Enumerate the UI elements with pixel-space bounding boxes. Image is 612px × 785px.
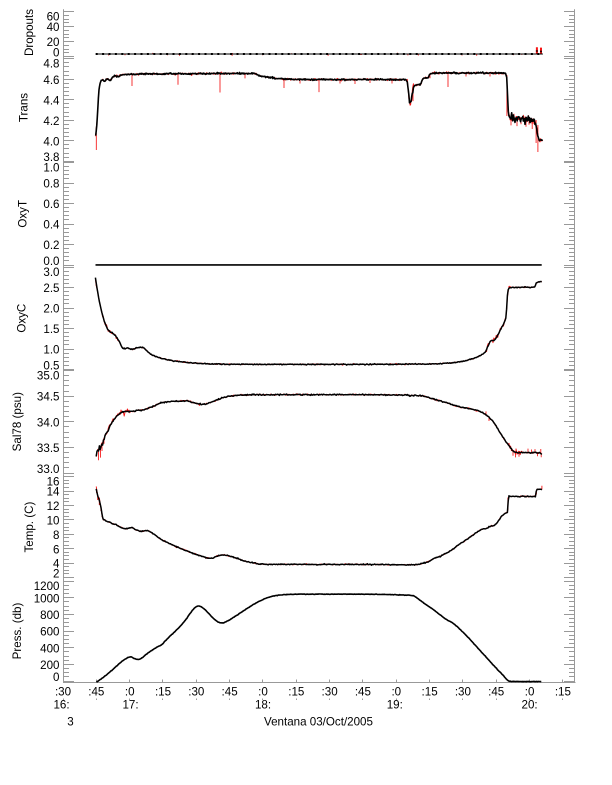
- svg-text::0: :0: [125, 686, 135, 699]
- svg-text:400: 400: [40, 642, 59, 655]
- svg-text::15: :15: [555, 686, 571, 699]
- svg-text:12: 12: [47, 500, 60, 513]
- svg-text:35.0: 35.0: [37, 369, 60, 382]
- svg-text:8: 8: [53, 529, 59, 542]
- svg-text::45: :45: [355, 686, 371, 699]
- svg-text:10: 10: [47, 515, 60, 528]
- svg-text:1000: 1000: [34, 592, 60, 605]
- svg-text:18:: 18:: [255, 699, 271, 712]
- svg-text:16:: 16:: [53, 699, 69, 712]
- svg-text::30: :30: [188, 686, 204, 699]
- svg-text:4: 4: [53, 558, 60, 571]
- svg-text:0: 0: [53, 671, 59, 684]
- svg-text:20:: 20:: [522, 699, 538, 712]
- svg-text:200: 200: [40, 659, 59, 672]
- svg-text:34.0: 34.0: [37, 416, 60, 429]
- svg-text:14: 14: [47, 486, 60, 499]
- svg-text::30: :30: [55, 686, 71, 699]
- svg-text:4.2: 4.2: [43, 115, 59, 128]
- svg-text:0.2: 0.2: [43, 239, 59, 252]
- svg-text::30: :30: [322, 686, 338, 699]
- svg-text:0.8: 0.8: [43, 178, 59, 191]
- svg-text:0.0: 0.0: [43, 255, 59, 268]
- svg-text::15: :15: [288, 686, 304, 699]
- svg-text:3.8: 3.8: [43, 151, 59, 164]
- svg-text:4.6: 4.6: [43, 74, 59, 87]
- svg-text:OxyC: OxyC: [16, 304, 29, 333]
- svg-text:34.5: 34.5: [37, 391, 60, 404]
- svg-text:40: 40: [47, 21, 60, 34]
- svg-text:4.8: 4.8: [43, 58, 59, 71]
- svg-text::0: :0: [391, 686, 401, 699]
- svg-text:6: 6: [53, 543, 59, 556]
- svg-text:1.0: 1.0: [43, 161, 59, 174]
- svg-text:1.0: 1.0: [43, 344, 59, 357]
- svg-text:4.0: 4.0: [43, 135, 59, 148]
- svg-text:2.0: 2.0: [43, 303, 59, 316]
- svg-text:Sal78 (psu): Sal78 (psu): [11, 392, 24, 451]
- svg-text:Trans: Trans: [18, 93, 31, 122]
- svg-text:600: 600: [40, 626, 59, 639]
- svg-text:1.5: 1.5: [43, 323, 59, 336]
- svg-text:16: 16: [47, 476, 60, 489]
- svg-text:0.5: 0.5: [43, 359, 59, 372]
- svg-text::15: :15: [422, 686, 438, 699]
- svg-text::0: :0: [258, 686, 268, 699]
- svg-text:0.6: 0.6: [43, 198, 59, 211]
- svg-text:0: 0: [53, 46, 59, 59]
- svg-text::45: :45: [222, 686, 238, 699]
- svg-text::45: :45: [88, 686, 104, 699]
- svg-text::45: :45: [488, 686, 504, 699]
- svg-text:Temp. (C): Temp. (C): [23, 502, 36, 553]
- svg-text:OxyT: OxyT: [17, 200, 30, 228]
- svg-text:1200: 1200: [34, 580, 60, 593]
- svg-text:19:: 19:: [387, 699, 403, 712]
- svg-text:800: 800: [40, 609, 59, 622]
- svg-text:33.0: 33.0: [37, 463, 60, 476]
- svg-text:3: 3: [67, 716, 73, 729]
- svg-text:4.4: 4.4: [43, 94, 60, 107]
- svg-text:2: 2: [53, 567, 59, 580]
- svg-text::0: :0: [525, 686, 535, 699]
- svg-text::15: :15: [155, 686, 171, 699]
- svg-text:3.0: 3.0: [43, 266, 59, 279]
- svg-text:17:: 17:: [122, 699, 138, 712]
- svg-text:20: 20: [47, 36, 60, 49]
- svg-text::30: :30: [455, 686, 471, 699]
- svg-text:Press. (db): Press. (db): [11, 603, 24, 660]
- svg-text:60: 60: [47, 10, 60, 23]
- svg-text:Dropouts: Dropouts: [23, 9, 36, 56]
- svg-text:0.4: 0.4: [43, 219, 60, 232]
- svg-text:Ventana 03/Oct/2005: Ventana 03/Oct/2005: [264, 715, 373, 728]
- svg-text:33.5: 33.5: [37, 442, 60, 455]
- svg-text:2.5: 2.5: [43, 282, 59, 295]
